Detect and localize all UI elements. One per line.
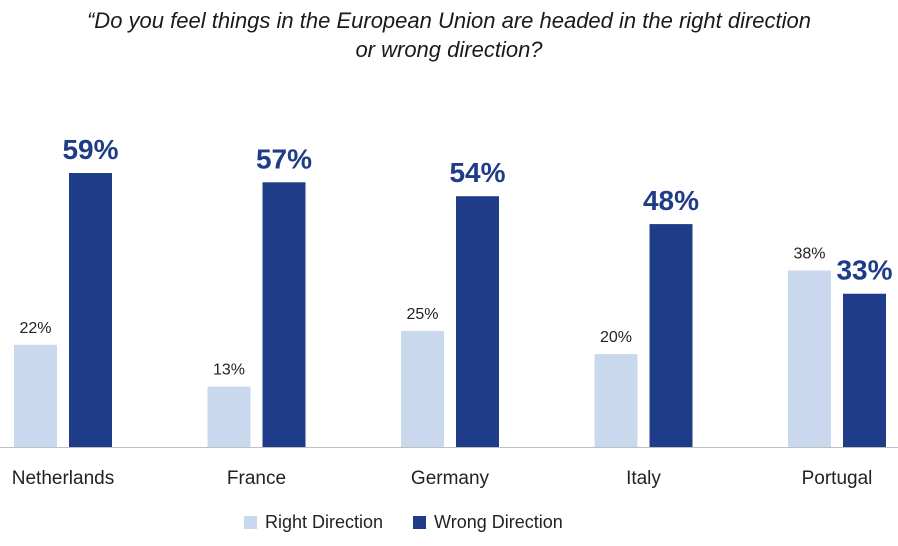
bar-wrong-netherlands xyxy=(69,173,112,447)
data-label-wrong-portugal: 33% xyxy=(836,255,892,286)
legend-label-wrong: Wrong Direction xyxy=(434,511,563,532)
chart-legend: Right Direction Wrong Direction xyxy=(244,510,593,534)
bar-right-portugal xyxy=(788,270,831,447)
data-label-wrong-italy: 48% xyxy=(643,185,699,216)
category-label-italy: Italy xyxy=(626,468,661,489)
data-label-right-germany: 25% xyxy=(406,306,438,323)
legend-label-right: Right Direction xyxy=(265,511,384,532)
data-label-right-netherlands: 22% xyxy=(19,320,51,337)
chart-title: “Do you feel things in the European Unio… xyxy=(0,6,898,64)
legend-item-right: Right Direction xyxy=(244,512,383,533)
data-label-right-italy: 20% xyxy=(600,329,632,346)
data-label-wrong-france: 57% xyxy=(256,143,312,174)
category-label-germany: Germany xyxy=(411,468,490,489)
chart-title-line-1: “Do you feel things in the European Unio… xyxy=(86,8,812,33)
bar-right-netherlands xyxy=(14,344,57,447)
bar-wrong-germany xyxy=(456,196,499,447)
data-label-right-portugal: 38% xyxy=(793,246,825,263)
legend-swatch-right xyxy=(244,515,257,529)
chart-title-line-2: or wrong direction? xyxy=(355,37,543,62)
category-label-netherlands: Netherlands xyxy=(12,468,114,489)
bar-wrong-portugal xyxy=(843,293,886,447)
category-label-portugal: Portugal xyxy=(802,468,873,489)
data-label-right-france: 13% xyxy=(213,362,245,379)
bar-right-germany xyxy=(401,330,444,447)
bar-right-italy xyxy=(594,354,638,447)
bar-right-france xyxy=(207,386,251,447)
bar-wrong-italy xyxy=(649,224,693,447)
data-label-wrong-netherlands: 59% xyxy=(62,134,118,165)
bar-wrong-france xyxy=(262,182,306,447)
data-label-wrong-germany: 54% xyxy=(449,157,505,188)
category-label-france: France xyxy=(227,468,286,489)
legend-swatch-wrong xyxy=(413,515,427,529)
legend-item-wrong: Wrong Direction xyxy=(413,512,563,533)
